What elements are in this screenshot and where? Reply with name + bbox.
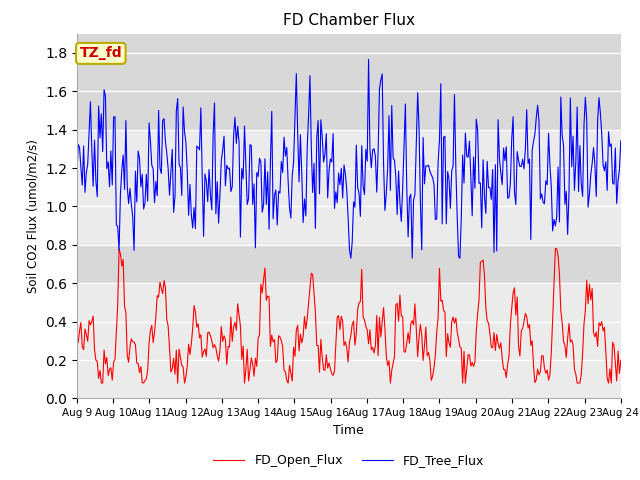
FD_Open_Flux <box>252 355 259 361</box>
Bar <box>77 245 621 283</box>
FD_Tree_Flux <box>347 255 355 261</box>
FD_Open_Flux <box>290 345 298 350</box>
Line: FD_Tree_Flux: FD_Tree_Flux <box>77 60 621 258</box>
FD_Tree_Flux <box>418 247 426 253</box>
Y-axis label: Soil CO2 Flux (umol/m2/s): Soil CO2 Flux (umol/m2/s) <box>26 139 40 293</box>
FD_Open_Flux <box>467 363 475 369</box>
Legend: FD_Open_Flux, FD_Tree_Flux: FD_Open_Flux, FD_Tree_Flux <box>208 449 490 472</box>
FD_Open_Flux <box>97 380 105 386</box>
FD_Tree_Flux <box>365 57 372 62</box>
FD_Tree_Flux <box>73 176 81 181</box>
FD_Tree_Flux <box>617 138 625 144</box>
FD_Tree_Flux <box>250 181 258 187</box>
FD_Tree_Flux <box>471 185 479 191</box>
FD_Open_Flux <box>617 357 625 363</box>
Title: FD Chamber Flux: FD Chamber Flux <box>283 13 415 28</box>
X-axis label: Time: Time <box>333 424 364 437</box>
FD_Open_Flux <box>470 363 477 369</box>
FD_Tree_Flux <box>138 171 146 177</box>
FD_Tree_Flux <box>468 213 476 218</box>
Text: TZ_fd: TZ_fd <box>79 47 122 60</box>
FD_Tree_Flux <box>289 173 296 179</box>
FD_Open_Flux <box>73 340 81 346</box>
FD_Open_Flux <box>140 380 147 386</box>
Line: FD_Open_Flux: FD_Open_Flux <box>77 249 621 383</box>
Bar <box>77 34 621 130</box>
FD_Open_Flux <box>552 246 559 252</box>
FD_Open_Flux <box>417 322 424 327</box>
